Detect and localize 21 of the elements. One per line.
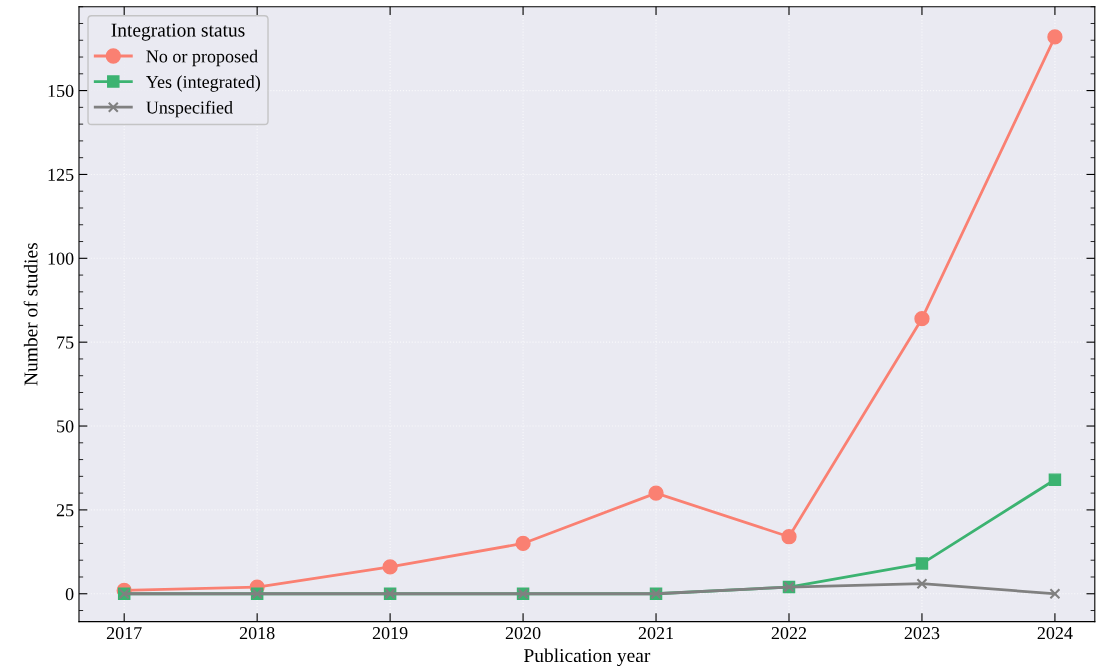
x-tick-label: 2017 bbox=[106, 626, 142, 640]
x-tick-label: 2018 bbox=[239, 626, 275, 640]
y-tick-label: 100 bbox=[48, 252, 74, 265]
legend-title: Integration status bbox=[111, 23, 245, 41]
legend-label: Yes (integrated) bbox=[145, 75, 260, 92]
x-tick-label: 2019 bbox=[372, 626, 408, 640]
y-tick-label: 150 bbox=[48, 84, 74, 98]
y-tick-label: 125 bbox=[48, 168, 74, 181]
legend-label: No or proposed bbox=[146, 49, 258, 67]
y-axis-title: Number of studies bbox=[23, 243, 38, 386]
legend-label: Unspecified bbox=[146, 100, 233, 118]
y-tick-label: 0 bbox=[65, 588, 74, 601]
x-tick-label: 2022 bbox=[771, 626, 807, 640]
x-tick-label: 2020 bbox=[505, 626, 541, 640]
x-axis-title: Publication year bbox=[524, 648, 651, 667]
y-tick-label: 50 bbox=[57, 420, 74, 433]
x-tick-label: 2021 bbox=[638, 626, 674, 640]
y-tick-label: 25 bbox=[56, 504, 74, 517]
x-tick-label: 2023 bbox=[904, 626, 940, 640]
y-tick-label: 75 bbox=[57, 336, 74, 349]
x-tick-label: 2024 bbox=[1037, 626, 1073, 640]
